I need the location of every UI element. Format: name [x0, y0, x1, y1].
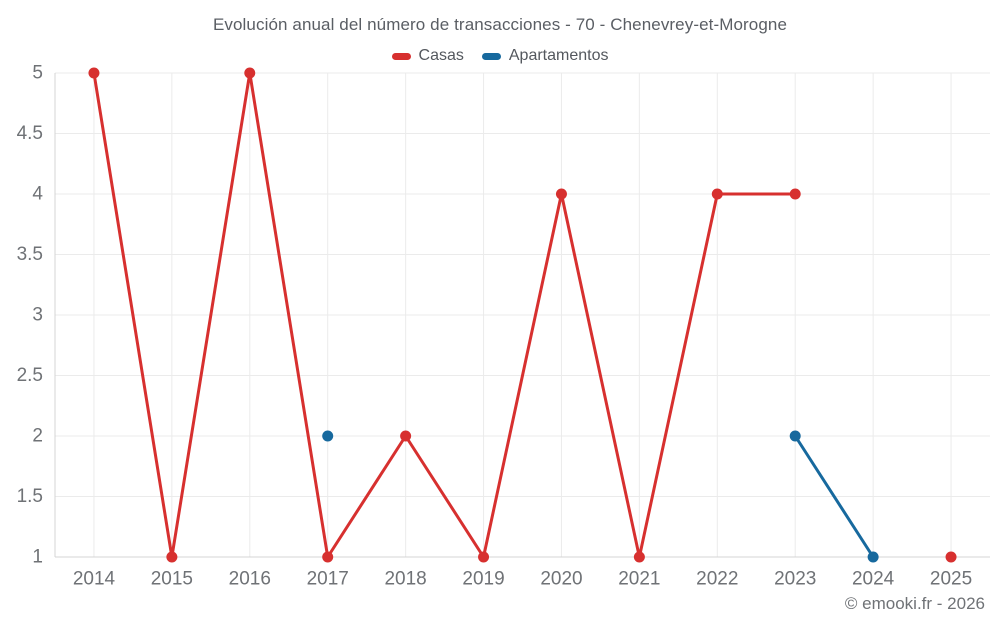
x-axis-tick-label-2019: 2019 — [462, 569, 504, 590]
attribution: © emooki.fr - 2026 — [844, 594, 985, 613]
chart-title: Evolución anual del número de transaccio… — [212, 15, 788, 34]
x-axis-tick-label-2015: 2015 — [151, 569, 193, 590]
data-point-casas-2022[interactable] — [711, 188, 723, 200]
x-axis-tick-label-2024: 2024 — [852, 569, 895, 590]
y-axis-tick-label: 2 — [32, 426, 43, 447]
x-axis-tick-label-2018: 2018 — [384, 569, 426, 590]
x-axis-tick-label-2020: 2020 — [540, 569, 582, 590]
data-point-casas-2018[interactable] — [400, 430, 412, 442]
y-axis-tick-label: 3 — [32, 305, 43, 326]
legend: Casas Apartamentos — [0, 47, 1000, 65]
legend-label-casas: Casas — [418, 47, 464, 64]
legend-item-apartamentos[interactable]: Apartamentos — [481, 47, 609, 65]
data-point-casas-2019[interactable] — [478, 551, 490, 563]
x-axis-tick-label-2014: 2014 — [73, 569, 116, 590]
data-point-casas-2014[interactable] — [88, 67, 100, 79]
data-point-casas-2015[interactable] — [166, 551, 178, 563]
y-axis-tick-label: 2.5 — [17, 365, 43, 386]
legend-label-apartamentos: Apartamentos — [508, 47, 609, 64]
legend-swatch-apartamentos-icon — [481, 52, 501, 60]
legend-item-casas[interactable]: Casas — [391, 47, 464, 65]
data-point-casas-2016[interactable] — [244, 67, 256, 79]
y-axis-tick-label: 1.5 — [17, 486, 43, 507]
x-axis-tick-label-2017: 2017 — [307, 569, 349, 590]
x-axis-tick-label-2022: 2022 — [696, 569, 738, 590]
x-axis-tick-label-2023: 2023 — [774, 569, 816, 590]
data-point-apartamentos-2023[interactable] — [789, 430, 801, 442]
y-axis-tick-label: 4 — [32, 184, 43, 205]
x-axis-tick-label-2016: 2016 — [229, 569, 271, 590]
y-axis-tick-label: 5 — [32, 63, 43, 84]
y-axis-tick-label: 1 — [32, 547, 43, 568]
data-point-casas-2021[interactable] — [633, 551, 645, 563]
data-point-apartamentos-2024[interactable] — [867, 551, 879, 563]
series-line-apartamentos — [793, 434, 875, 559]
legend-swatch-casas-icon — [391, 52, 411, 60]
data-point-casas-2025[interactable] — [945, 551, 957, 563]
data-point-casas-2020[interactable] — [555, 188, 567, 200]
data-point-casas-2017[interactable] — [322, 551, 334, 563]
x-axis-tick-label-2025: 2025 — [930, 569, 972, 590]
y-axis-tick-label: 4.5 — [17, 123, 43, 144]
data-point-casas-2023[interactable] — [789, 188, 801, 200]
x-axis-tick-label-2021: 2021 — [618, 569, 660, 590]
series-line-casas — [92, 71, 797, 559]
y-axis-tick-label: 3.5 — [17, 244, 43, 265]
data-point-apartamentos-2017[interactable] — [322, 430, 334, 442]
